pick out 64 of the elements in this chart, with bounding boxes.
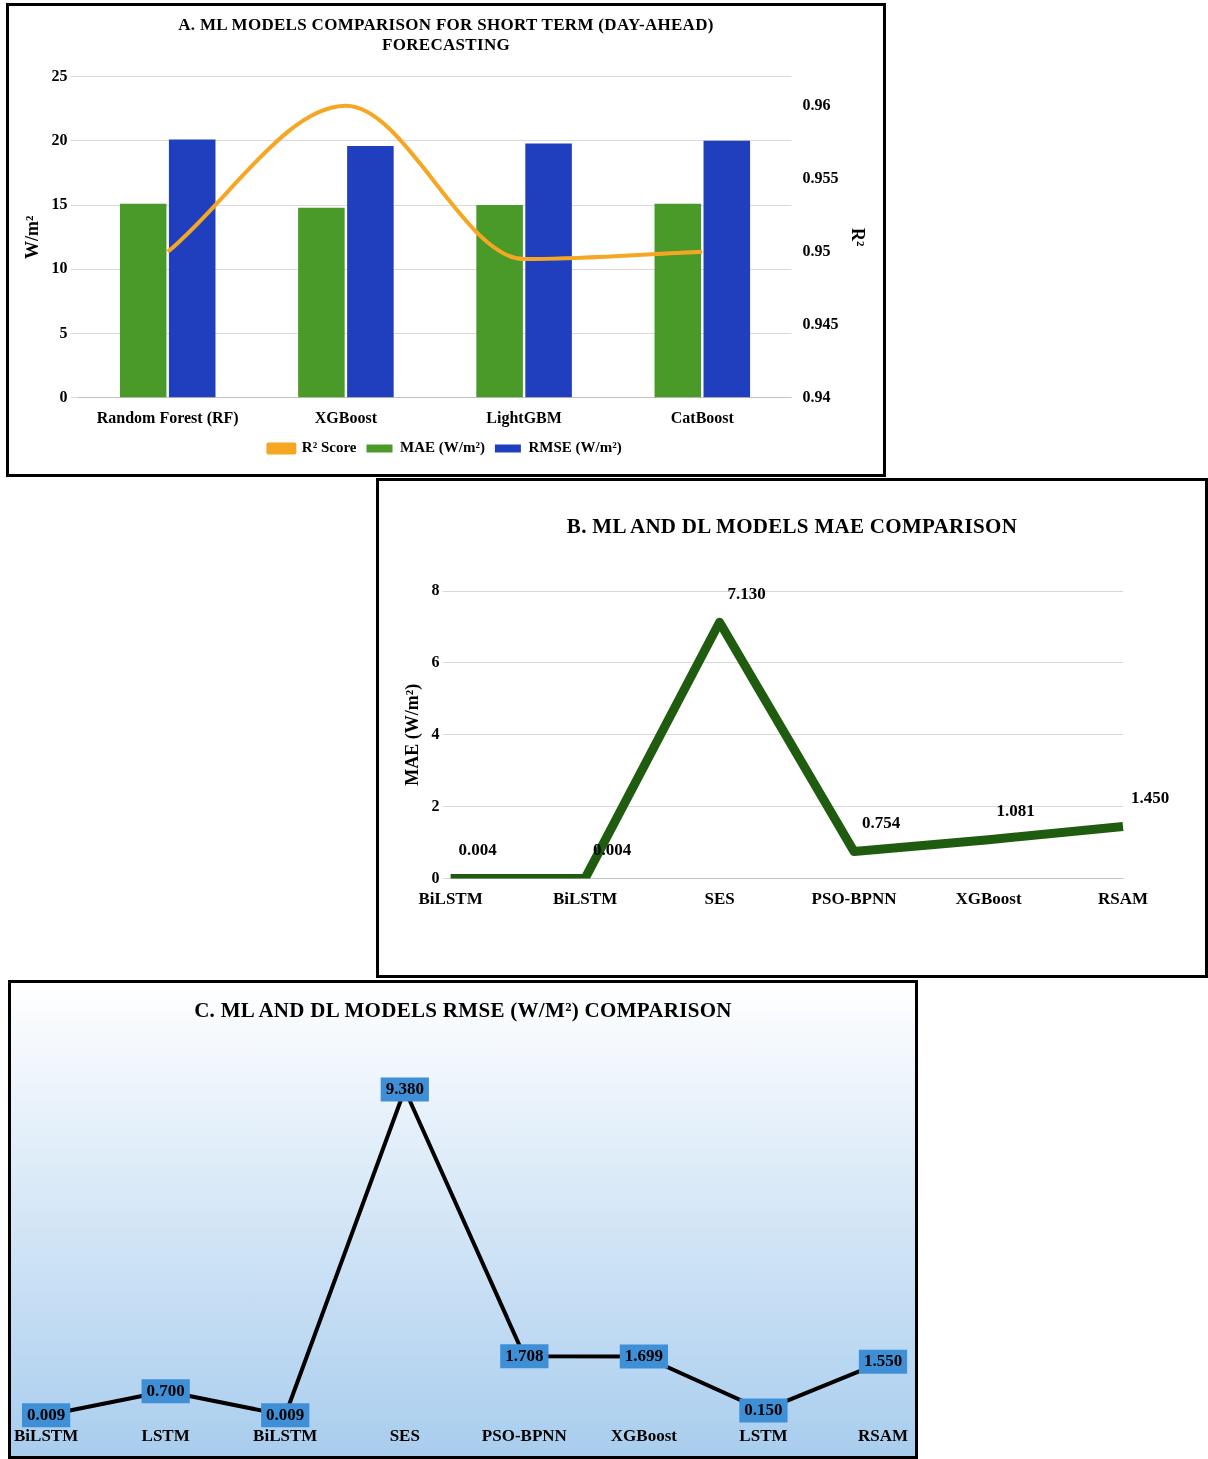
bar bbox=[525, 143, 572, 398]
data-label: 0.150 bbox=[744, 1399, 783, 1419]
data-label: 1.450 bbox=[1131, 787, 1170, 807]
bar bbox=[476, 205, 523, 398]
data-label: 0.009 bbox=[266, 1404, 305, 1424]
data-label: 9.380 bbox=[385, 1078, 424, 1098]
y-tick-label: 2 bbox=[431, 796, 440, 814]
x-tick-label: SES bbox=[389, 1426, 420, 1446]
bar bbox=[703, 140, 751, 398]
x-tick-label: BiLSTM bbox=[418, 889, 483, 909]
y-tick-label: 15 bbox=[51, 195, 68, 213]
chart-title: A. ML MODELS COMPARISON FOR SHORT TERM (DAY-AHEAD) FORECASTING bbox=[177, 14, 715, 56]
bar bbox=[347, 145, 394, 398]
x-tick-label: XGBoost bbox=[955, 889, 1022, 909]
y2-tick-label: 0.95 bbox=[802, 241, 831, 259]
chart-title: B. ML AND DL MODELS MAE COMPARISON bbox=[565, 512, 1019, 540]
y2-axis-title: R² bbox=[847, 228, 868, 247]
x-tick-label: XGBoost bbox=[610, 1426, 678, 1446]
bar bbox=[168, 139, 216, 398]
data-label: 1.081 bbox=[996, 801, 1035, 821]
y-tick-label: 0 bbox=[431, 868, 440, 886]
bar bbox=[298, 207, 345, 398]
y-tick-label: 25 bbox=[51, 66, 68, 84]
data-label: 7.130 bbox=[727, 583, 766, 603]
data-label: 0.004 bbox=[458, 839, 498, 859]
data-label: 1.699 bbox=[624, 1345, 664, 1365]
y-axis-title: W/m² bbox=[22, 215, 43, 259]
y2-tick-label: 0.96 bbox=[802, 95, 831, 113]
y2-tick-label: 0.955 bbox=[802, 168, 839, 186]
y2-tick-label: 0.94 bbox=[802, 387, 831, 405]
bar bbox=[119, 203, 167, 398]
x-tick-label: BiLSTM bbox=[13, 1426, 79, 1446]
y-tick-label: 6 bbox=[431, 653, 440, 671]
legend-label: MAE (W/m²) bbox=[400, 439, 485, 457]
data-label: 0.700 bbox=[146, 1380, 185, 1400]
x-tick-label: CatBoost bbox=[670, 408, 735, 426]
legend-label: RMSE (W/m²) bbox=[528, 439, 622, 457]
x-tick-label: LightGBM bbox=[486, 408, 562, 427]
y-tick-label: 10 bbox=[51, 259, 68, 277]
legend-label: R² Score bbox=[301, 439, 357, 456]
x-tick-label: PSO-BPNN bbox=[811, 889, 898, 909]
y-axis-title: MAE (W/m²) bbox=[402, 683, 424, 786]
data-label: 1.550 bbox=[863, 1351, 903, 1371]
y-tick-label: 4 bbox=[431, 724, 440, 742]
x-tick-label: BiLSTM bbox=[552, 889, 618, 909]
data-label: 1.708 bbox=[505, 1345, 544, 1365]
data-label: 0.009 bbox=[26, 1404, 66, 1424]
x-tick-label: SES bbox=[704, 889, 735, 909]
y-tick-label: 8 bbox=[431, 581, 440, 599]
y-tick-label: 20 bbox=[51, 130, 68, 148]
x-tick-label: XGBoost bbox=[314, 408, 378, 426]
data-label: 0.754 bbox=[862, 812, 901, 832]
x-tick-label: PSO-BPNN bbox=[481, 1426, 568, 1446]
y-tick-label: 0 bbox=[59, 387, 68, 405]
chart-title: C. ML AND DL MODELS RMSE (W/M²) COMPARISON bbox=[193, 997, 733, 1024]
y2-tick-label: 0.945 bbox=[802, 314, 839, 332]
x-tick-label: BiLSTM bbox=[253, 1426, 318, 1446]
x-tick-label: Random Forest (RF) bbox=[96, 408, 239, 427]
x-tick-label: RSAM bbox=[857, 1426, 909, 1446]
x-tick-label: RSAM bbox=[1097, 889, 1149, 909]
x-tick-label: LSTM bbox=[141, 1426, 190, 1446]
bar bbox=[654, 203, 702, 398]
y-tick-label: 5 bbox=[59, 323, 68, 341]
x-tick-label: LSTM bbox=[739, 1426, 788, 1446]
